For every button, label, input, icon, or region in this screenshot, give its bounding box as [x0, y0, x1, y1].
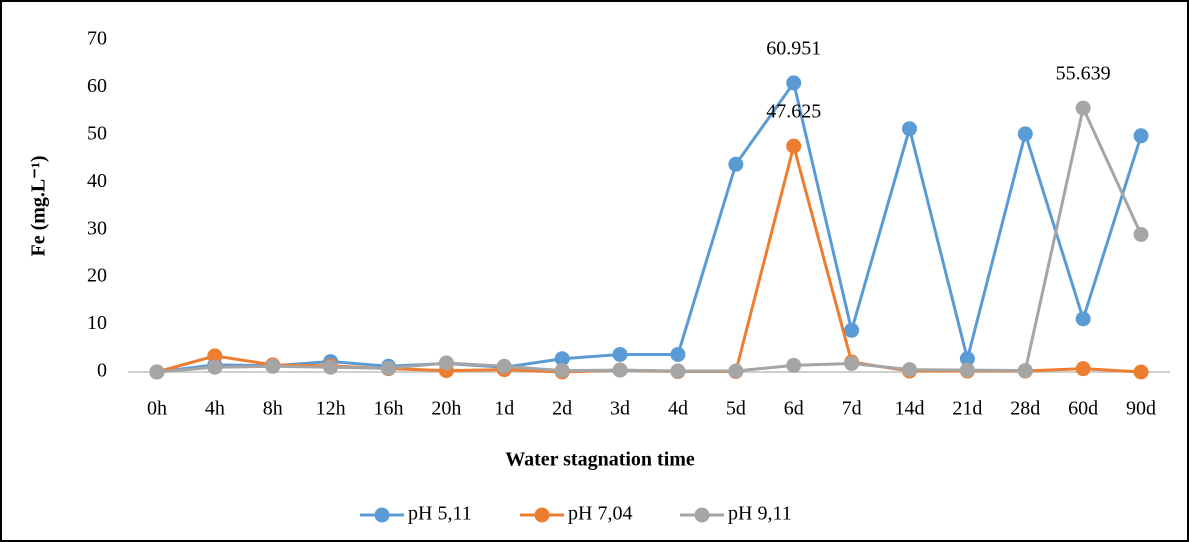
data-label: 47.625	[766, 101, 821, 123]
data-point	[265, 358, 281, 374]
data-point	[844, 355, 860, 371]
x-tick-label: 12h	[316, 398, 346, 420]
data-point	[902, 121, 917, 137]
series-line	[156, 103, 1143, 374]
x-tick-label: 4h	[205, 398, 225, 420]
data-point	[670, 346, 686, 362]
data-point	[1075, 100, 1091, 116]
legend-marker	[534, 507, 550, 523]
data-point	[554, 363, 570, 379]
data-point	[323, 359, 339, 375]
series-line	[156, 79, 1143, 374]
data-point	[496, 358, 512, 374]
data-point	[959, 351, 975, 367]
data-point	[149, 364, 165, 380]
y-tick-label: 40	[87, 170, 107, 192]
y-tick-label: 50	[87, 122, 107, 144]
data-point	[902, 362, 917, 378]
data-label: 55.639	[1056, 63, 1111, 85]
y-tick-label: 0	[97, 360, 107, 382]
data-point	[207, 359, 223, 375]
y-tick-label: 60	[87, 75, 107, 97]
data-point	[207, 348, 223, 364]
data-point	[438, 355, 454, 371]
x-tick-label: 6d	[784, 398, 804, 420]
x-tick-label: 2d	[552, 398, 572, 420]
data-point	[1017, 363, 1033, 379]
x-tick-label: 16h	[374, 398, 404, 420]
data-point	[612, 346, 628, 362]
x-tick-label: 21d	[952, 398, 982, 420]
data-point	[844, 322, 860, 338]
x-tick-label: 90d	[1126, 398, 1156, 420]
y-axis-title: Fe (mg.L⁻¹)	[28, 156, 50, 257]
data-point	[786, 138, 802, 154]
y-tick-label: 10	[87, 312, 107, 334]
data-point	[786, 357, 802, 373]
data-point	[612, 362, 628, 378]
data-point	[1133, 226, 1149, 242]
data-point	[1133, 128, 1149, 144]
y-tick-label: 30	[87, 217, 107, 239]
legend-label: pH 5,11	[408, 503, 472, 525]
data-label: 60.951	[766, 38, 821, 60]
x-tick-label: 0h	[147, 398, 167, 420]
x-tick-label: 1d	[494, 398, 514, 420]
legend-label: pH 7,04	[568, 503, 632, 525]
data-point	[670, 363, 686, 379]
data-point	[1075, 361, 1091, 377]
data-point	[554, 351, 570, 367]
data-point	[728, 363, 744, 379]
data-point	[728, 156, 744, 172]
x-tick-label: 14d	[895, 398, 925, 420]
x-tick-label: 20h	[431, 398, 461, 420]
x-tick-label: 5d	[726, 398, 746, 420]
x-tick-label: 28d	[1010, 398, 1040, 420]
legend-marker	[374, 507, 390, 523]
x-tick-label: 8h	[263, 398, 283, 420]
legend-marker	[694, 507, 710, 523]
x-axis-title: Water stagnation time	[505, 449, 695, 471]
x-tick-label: 3d	[610, 398, 630, 420]
y-tick-label: 20	[87, 265, 107, 287]
data-point	[1133, 364, 1149, 380]
data-point	[786, 75, 802, 91]
legend-label: pH 9,11	[728, 503, 792, 525]
data-point	[1017, 126, 1033, 142]
x-tick-label: 60d	[1068, 398, 1098, 420]
y-tick-label: 70	[87, 28, 107, 50]
x-tick-label: 7d	[842, 398, 862, 420]
x-tick-label: 4d	[668, 398, 688, 420]
data-point	[1075, 311, 1091, 327]
data-point	[381, 360, 396, 376]
data-point	[959, 362, 975, 378]
